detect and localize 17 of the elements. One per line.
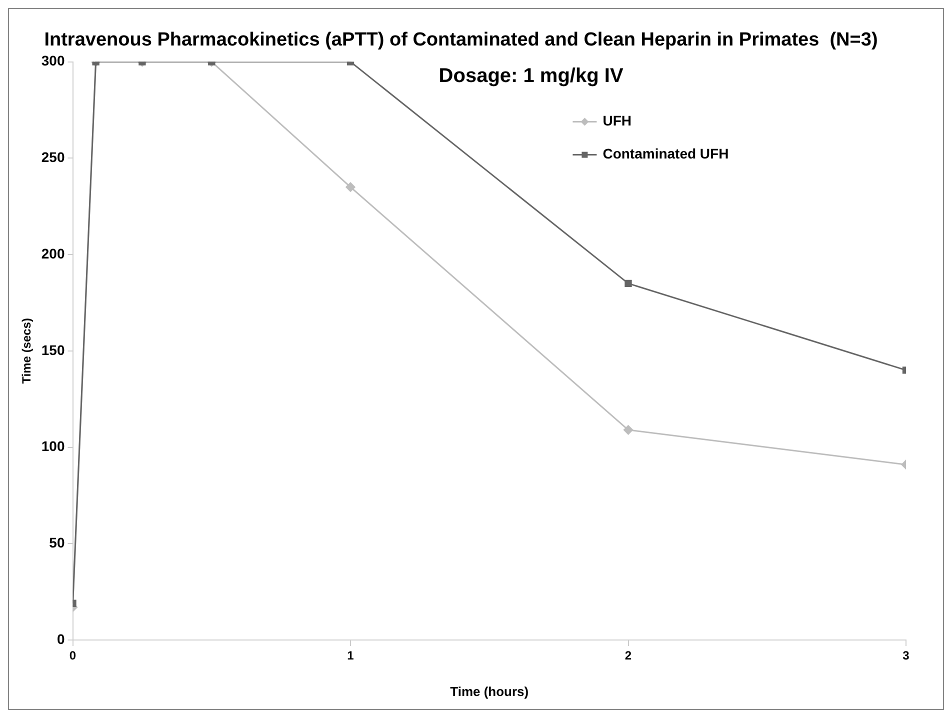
y-tick-label: 100 xyxy=(41,438,65,454)
annotation: Dosage: 1 mg/kg IV xyxy=(438,64,624,87)
x-tick-label: 2 xyxy=(624,648,632,663)
x-tick-label: 0 xyxy=(69,648,76,663)
legend-label: Contaminated UFH xyxy=(602,146,729,162)
y-axis-title: Time (secs) xyxy=(20,318,34,384)
x-axis-title: Time (hours) xyxy=(450,684,529,699)
y-tick-label: 150 xyxy=(41,342,65,358)
chart-title: Intravenous Pharmacokinetics (aPTT) of Contaminated and Clean Heparin in Primates (N=3) xyxy=(44,30,878,51)
y-tick-label: 300 xyxy=(41,52,65,69)
y-tick-label: 0 xyxy=(56,630,65,647)
x-tick-label: 1 xyxy=(347,648,354,663)
y-tick-label: 200 xyxy=(41,245,65,262)
y-tick-label: 50 xyxy=(49,534,65,550)
legend-label: UFH xyxy=(602,112,632,129)
y-tick-label: 250 xyxy=(41,149,65,166)
x-tick-label: 3 xyxy=(902,648,910,663)
